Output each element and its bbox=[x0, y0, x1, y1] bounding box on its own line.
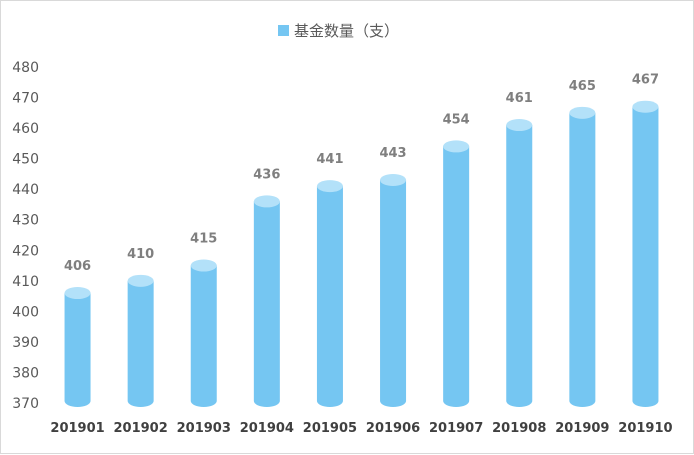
data-label: 465 bbox=[569, 79, 596, 94]
data-label: 461 bbox=[506, 91, 533, 106]
bar bbox=[380, 174, 407, 408]
data-label: 436 bbox=[253, 167, 280, 182]
x-tick-label: 201906 bbox=[366, 421, 420, 436]
bar-top bbox=[632, 100, 659, 113]
legend: 基金数量（支） bbox=[278, 22, 399, 40]
bar bbox=[190, 259, 217, 408]
data-label: 443 bbox=[379, 146, 406, 161]
x-tick-label: 201902 bbox=[114, 421, 168, 436]
y-tick-label: 480 bbox=[12, 60, 39, 76]
bar-body bbox=[127, 280, 154, 407]
x-tick-label: 201908 bbox=[492, 421, 546, 436]
y-tick-label: 450 bbox=[12, 152, 39, 168]
bars bbox=[64, 100, 659, 408]
bar-top bbox=[380, 174, 407, 187]
x-tick-label: 201905 bbox=[303, 421, 357, 436]
y-tick-label: 440 bbox=[12, 182, 39, 198]
bar-body bbox=[380, 180, 407, 408]
bar bbox=[127, 274, 154, 407]
data-labels: 406 410 415 436 441 443 454 461 465 467 bbox=[64, 73, 659, 274]
data-label: 454 bbox=[443, 112, 470, 127]
data-label: 441 bbox=[316, 152, 343, 167]
bar bbox=[316, 180, 343, 408]
bar-top bbox=[569, 106, 596, 119]
bar-top bbox=[443, 140, 470, 153]
x-tick-label: 201907 bbox=[429, 421, 483, 436]
x-tick-label: 201909 bbox=[555, 421, 609, 436]
bar-top bbox=[506, 119, 533, 132]
y-tick-label: 380 bbox=[12, 365, 39, 381]
bar bbox=[64, 287, 91, 407]
bar-body bbox=[632, 106, 659, 408]
y-tick-label: 370 bbox=[12, 396, 39, 412]
legend-swatch bbox=[278, 25, 289, 36]
bar bbox=[569, 106, 596, 408]
bar-top bbox=[64, 287, 91, 300]
y-axis: 370 380 390 400 410 420 430 440 450 460 470 480 bbox=[12, 60, 39, 412]
y-tick-label: 410 bbox=[12, 274, 39, 290]
legend-label: 基金数量（支） bbox=[294, 22, 399, 40]
data-label: 415 bbox=[190, 232, 217, 247]
x-tick-label: 201901 bbox=[50, 421, 104, 436]
bar-top bbox=[253, 195, 280, 208]
y-tick-label: 470 bbox=[12, 91, 39, 107]
x-tick-label: 201903 bbox=[177, 421, 231, 436]
bar bbox=[253, 195, 280, 408]
data-label: 410 bbox=[127, 247, 154, 262]
bar-body bbox=[64, 293, 91, 407]
bar-top bbox=[190, 259, 217, 272]
bar-top bbox=[316, 180, 343, 193]
y-tick-label: 430 bbox=[12, 213, 39, 229]
bar-top bbox=[127, 274, 154, 287]
bar bbox=[506, 119, 533, 408]
bar-body bbox=[316, 186, 343, 408]
bar bbox=[443, 140, 470, 408]
y-tick-label: 400 bbox=[12, 304, 39, 320]
data-label: 406 bbox=[64, 259, 91, 274]
data-label: 467 bbox=[632, 73, 659, 88]
bar-body bbox=[569, 112, 596, 408]
x-tick-label: 201904 bbox=[240, 421, 294, 436]
y-tick-label: 390 bbox=[12, 335, 39, 351]
y-tick-label: 460 bbox=[12, 121, 39, 137]
x-tick-label: 201910 bbox=[618, 421, 672, 436]
bar-body bbox=[506, 125, 533, 408]
bar-body bbox=[253, 201, 280, 408]
x-axis: 201901 201902 201903 201904 201905 201906 2019… bbox=[50, 421, 672, 436]
bar-body bbox=[443, 146, 470, 408]
bar-body bbox=[190, 265, 217, 408]
bar bbox=[632, 100, 659, 408]
y-tick-label: 420 bbox=[12, 243, 39, 259]
